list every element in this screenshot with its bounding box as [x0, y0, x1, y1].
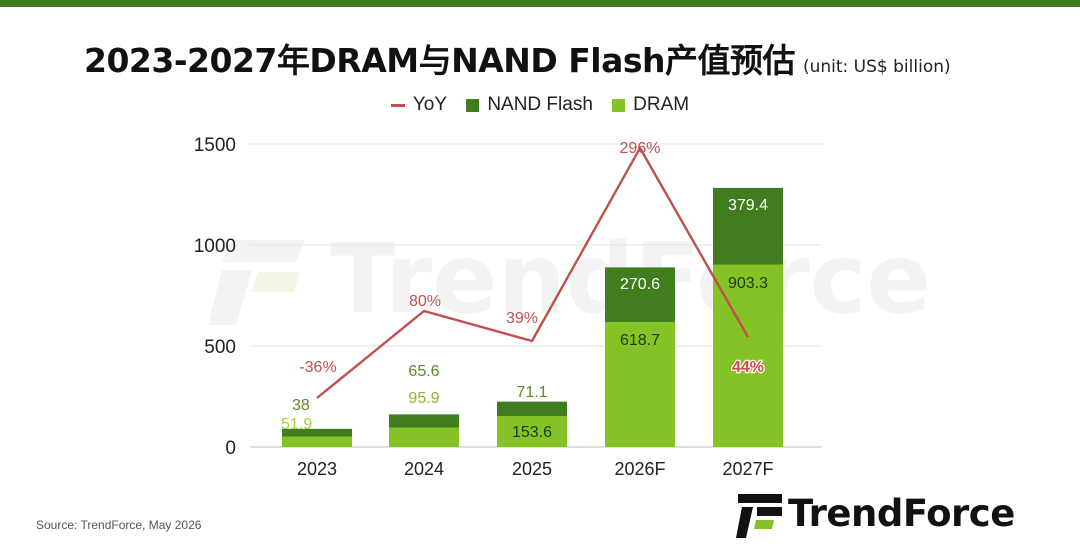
legend-item-yoy: YoY: [390, 94, 448, 116]
yoy-label-2023: -36%: [299, 359, 336, 376]
y-tick-label-1000: 1000: [194, 236, 236, 257]
legend-label-dram: DRAM: [633, 94, 690, 115]
title-row: 2023-2027年DRAM与NAND Flash产值预估 (unit: US$ …: [84, 34, 951, 82]
bar-dram-2025: [497, 415, 567, 447]
legend-swatch-dram: [612, 98, 626, 112]
x-tick-label-2025: 2025: [512, 459, 552, 479]
data-label-nand-2025: 71.1: [516, 384, 547, 401]
yoy-label-2027F: 44%: [732, 359, 764, 376]
yoy-label-2026F: 296%: [620, 140, 661, 157]
legend: YoY NAND Flash DRAM: [0, 94, 1080, 116]
data-label-dram-2026F: 618.7: [620, 332, 660, 349]
source-note: Source: TrendForce, May 2026: [36, 518, 202, 532]
data-label-dram-2023: 51.9: [281, 416, 312, 433]
legend-item-dram: DRAM: [612, 94, 689, 116]
yoy-label-2025: 39%: [506, 310, 538, 327]
bar-nand-2024: [389, 414, 459, 428]
legend-swatch-yoy: [390, 103, 405, 107]
chart-title: 2023-2027年DRAM与NAND Flash产值预估: [84, 41, 795, 80]
data-label-nand-2023: 38: [292, 397, 310, 414]
y-tick-label-0: 0: [225, 438, 236, 459]
watermark-logo-accent: [252, 272, 300, 292]
bar-nand-2025: [497, 401, 567, 416]
x-tick-label-2026F: 2026F: [614, 459, 665, 479]
watermark-logo-stem: [208, 270, 252, 325]
bar-dram-2023: [282, 436, 352, 447]
bar-nand-2023: [282, 428, 352, 437]
yoy-line: [316, 146, 750, 399]
data-label-nand-2024: 65.6: [408, 363, 439, 380]
brand-name: TrendForce: [788, 492, 1015, 535]
yoy-label-2024: 80%: [409, 293, 441, 310]
legend-item-nand: NAND Flash: [466, 94, 593, 116]
data-label-nand-2026F: 270.6: [620, 276, 660, 293]
bar-dram-2024: [389, 427, 459, 447]
bar-nand-2026F: [605, 267, 675, 323]
data-label-dram-2025: 153.6: [512, 424, 552, 441]
data-label-dram-2027F: 903.3: [728, 275, 768, 292]
chart-unit: (unit: US$ billion): [802, 57, 951, 77]
y-tick-label-500: 500: [204, 337, 236, 358]
top-accent-bar: [0, 0, 1080, 7]
legend-label-nand: NAND Flash: [487, 94, 593, 115]
bar-dram-2026F: [605, 322, 675, 447]
legend-label-yoy: YoY: [412, 94, 448, 115]
data-label-dram-2024: 95.9: [408, 390, 439, 407]
x-tick-label-2023: 2023: [297, 459, 337, 479]
x-tick-label-2027F: 2027F: [722, 459, 773, 479]
trendforce-logo-icon: [736, 494, 782, 538]
x-tick-label-2024: 2024: [404, 459, 444, 479]
data-label-nand-2027F: 379.4: [728, 197, 768, 214]
y-tick-label-1500: 1500: [194, 135, 236, 156]
bar-nand-2027F: [713, 187, 783, 265]
legend-swatch-nand: [466, 98, 480, 112]
